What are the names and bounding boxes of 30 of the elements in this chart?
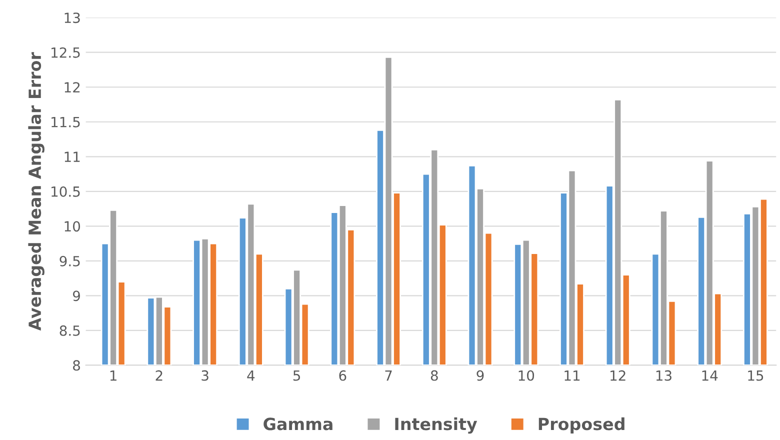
y-axis-title: Averaged Mean Angular Error [28, 52, 44, 331]
y-tick-label: 11 [64, 152, 80, 162]
legend-label: Proposed [538, 417, 624, 434]
x-tick-label: 13 [656, 370, 672, 381]
x-tick-label: 9 [476, 370, 484, 381]
y-tick-label: 12.5 [52, 47, 80, 58]
x-tick-label: 6 [339, 370, 346, 381]
y-tick-label: 11.5 [52, 117, 80, 128]
y-tick-label: 10 [64, 221, 80, 232]
x-tick-label: 4 [247, 370, 255, 381]
x-tick-label: 2 [156, 370, 162, 381]
y-tick-label: 13 [64, 12, 80, 24]
x-tick-label: 15 [748, 370, 764, 381]
legend-label: Gamma [264, 418, 332, 430]
x-tick-label: 11 [564, 370, 580, 381]
y-tick-label: 9.5 [60, 256, 80, 266]
x-tick-label: 5 [293, 370, 300, 381]
x-tick-label: 10 [518, 370, 534, 381]
x-tick-label: 3 [202, 370, 208, 381]
y-tick-label: 12 [64, 82, 80, 92]
x-tick-label: 8 [430, 370, 438, 381]
y-tick-label: 8.5 [60, 325, 80, 336]
legend-label: Intensity [395, 417, 478, 434]
x-tick-label: 7 [385, 370, 392, 381]
y-tick-label: 8 [73, 360, 80, 371]
y-tick-label: 9 [72, 290, 80, 302]
x-tick-label: 1 [110, 370, 116, 381]
x-tick-label: 12 [610, 370, 626, 381]
x-tick-label: 14 [702, 370, 718, 381]
y-tick-label: 10.5 [52, 186, 80, 197]
